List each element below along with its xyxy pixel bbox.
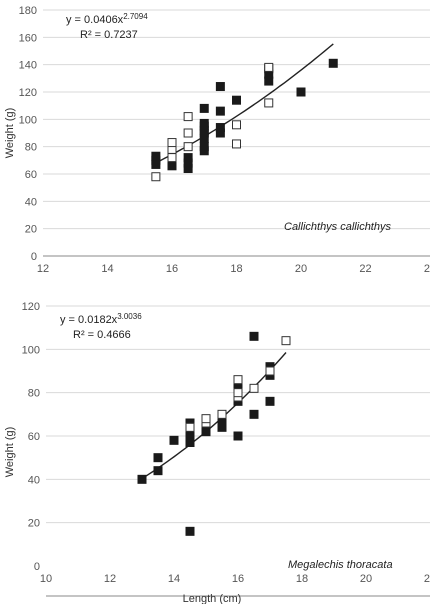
x-tick-label: 14 xyxy=(168,573,180,585)
chart-1-equation: y = 0.0406x2.7094 xyxy=(66,12,148,26)
data-point-filled xyxy=(167,161,177,171)
data-point-filled xyxy=(232,95,241,105)
data-point-filled xyxy=(199,118,209,128)
x-tick-label: 12 xyxy=(37,263,49,275)
x-tick-label: 12 xyxy=(104,573,116,585)
data-point-filled xyxy=(137,474,147,484)
x-tick-label: 20 xyxy=(295,263,307,275)
y-tick-label: 80 xyxy=(28,388,40,400)
chart-2-data-points xyxy=(137,331,291,536)
y-tick-label: 180 xyxy=(19,5,37,17)
data-point-filled xyxy=(199,103,209,113)
data-point-filled xyxy=(233,431,243,441)
x-tick-label: 10 xyxy=(40,573,52,585)
data-point-open xyxy=(233,388,243,398)
y-tick-label: 160 xyxy=(19,32,37,44)
data-point-filled xyxy=(215,82,225,92)
chart-1-y-tick-labels: 0 20 40 60 80 100 120 140 160 180 xyxy=(19,5,37,263)
y-tick-label: 0 xyxy=(34,561,40,573)
data-point-open xyxy=(281,336,291,346)
y-tick-label: 40 xyxy=(25,196,37,208)
data-point-filled xyxy=(185,526,195,536)
chart-2-y-tick-labels: 0 20 40 60 80 100 120 xyxy=(22,301,40,573)
y-tick-label: 0 xyxy=(31,251,37,263)
y-tick-label: 120 xyxy=(19,87,37,99)
chart-2-equation-base: y = 0.0182x xyxy=(60,314,118,326)
x-tick-label: 24 xyxy=(424,263,430,275)
data-point-open xyxy=(183,112,193,122)
y-tick-label: 20 xyxy=(28,518,40,530)
x-tick-label: 18 xyxy=(230,263,242,275)
data-point-open xyxy=(183,128,193,138)
chart-1-data-points xyxy=(151,58,338,182)
chart-2: 0 20 40 60 80 100 120 10 12 14 16 18 20 22 Weight (g… xyxy=(4,301,430,604)
y-tick-label: 20 xyxy=(25,224,37,236)
y-tick-label: 60 xyxy=(25,169,37,181)
chart-2-x-tick-labels: 10 12 14 16 18 20 22 xyxy=(40,573,430,585)
data-point-filled xyxy=(265,396,275,406)
data-point-filled xyxy=(153,453,163,463)
x-tick-label: 22 xyxy=(424,573,430,585)
data-point-open xyxy=(185,422,195,432)
chart-1-equation-base: y = 0.0406x xyxy=(66,14,124,26)
data-point-open xyxy=(217,409,227,419)
data-point-open xyxy=(183,142,193,152)
data-point-open xyxy=(167,138,177,148)
x-tick-label: 22 xyxy=(359,263,371,275)
y-tick-label: 80 xyxy=(25,142,37,154)
chart-2-equation-exponent: 3.0036 xyxy=(117,312,142,321)
data-point-open xyxy=(249,383,259,393)
data-point-filled xyxy=(249,331,259,341)
chart-1-species-label: Callichthys callichthys xyxy=(284,221,391,233)
chart-2-trendline xyxy=(141,352,287,480)
data-point-open xyxy=(232,120,241,130)
data-point-open xyxy=(264,62,274,72)
chart-1-trendline xyxy=(155,43,334,164)
chart-2-x-axis-label: Length (cm) xyxy=(183,593,242,604)
x-tick-label: 14 xyxy=(101,263,113,275)
x-tick-label: 16 xyxy=(166,263,178,275)
data-point-filled xyxy=(328,58,338,68)
data-point-filled xyxy=(153,466,163,476)
y-tick-label: 140 xyxy=(19,60,37,72)
data-point-open xyxy=(233,375,243,385)
data-point-open xyxy=(201,414,211,424)
chart-2-equation: y = 0.0182x3.0036 xyxy=(60,312,142,326)
y-tick-label: 40 xyxy=(28,474,40,486)
chart-1-equation-exponent: 2.7094 xyxy=(123,12,148,21)
data-point-filled xyxy=(296,87,306,97)
x-tick-label: 20 xyxy=(360,573,372,585)
data-point-open xyxy=(264,98,274,108)
chart-1-x-tick-labels: 12 14 16 18 20 22 24 xyxy=(37,263,430,275)
data-point-filled xyxy=(249,409,259,419)
data-point-filled xyxy=(215,106,225,116)
data-point-filled xyxy=(215,123,225,133)
chart-2-species-label: Megalechis thoracata xyxy=(288,559,393,571)
y-tick-label: 100 xyxy=(19,114,37,126)
data-point-open xyxy=(167,153,177,163)
data-point-filled xyxy=(199,142,209,152)
chart-1-y-gridlines xyxy=(43,9,430,230)
data-point-open xyxy=(151,172,161,182)
x-tick-label: 18 xyxy=(296,573,308,585)
data-point-filled xyxy=(183,153,193,163)
y-tick-label: 120 xyxy=(22,301,40,313)
data-point-open xyxy=(232,139,241,149)
chart-2-y-axis-label: Weight (g) xyxy=(4,427,16,478)
chart-1-y-axis-label: Weight (g) xyxy=(4,108,16,159)
data-point-filled xyxy=(169,435,179,445)
data-point-filled xyxy=(151,159,161,169)
x-tick-label: 16 xyxy=(232,573,244,585)
y-tick-label: 60 xyxy=(28,431,40,443)
chart-2-r-squared: R² = 0.4666 xyxy=(73,329,131,341)
data-point-open xyxy=(265,366,275,376)
y-tick-label: 100 xyxy=(22,344,40,356)
chart-1-r-squared: R² = 0.7237 xyxy=(80,29,138,41)
